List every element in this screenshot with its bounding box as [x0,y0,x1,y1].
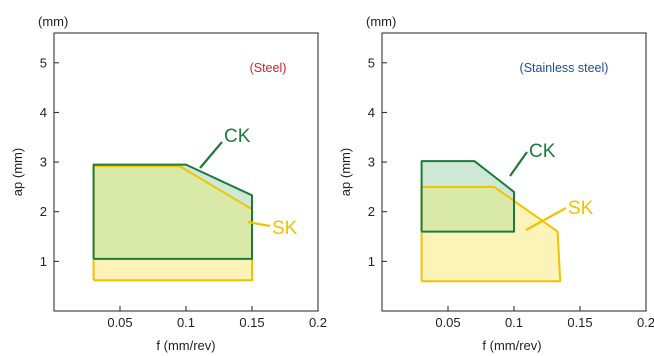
x-tick-label: 0.1 [177,315,195,330]
ck-label: CK [224,126,251,147]
y-tick-label: 2 [40,204,47,219]
y-axis-label: ap (mm) [338,148,353,196]
y-tick-label: 5 [40,55,47,70]
overlap-area [421,186,514,232]
x-tick-label: 0.2 [309,315,327,330]
ck-leader-line [199,141,223,169]
ck-leader-line [509,151,528,177]
y-tick-label: 3 [40,155,47,170]
x-tick-label: 0.1 [505,315,523,330]
y-axis-label: ap (mm) [10,148,25,196]
ck-outline [420,160,515,233]
x-tick-label: 0.15 [239,315,264,330]
ck-label: CK [529,141,556,162]
y-tick-label: 3 [368,155,375,170]
sk-label: SK [568,198,594,219]
x-tick-label: 0.05 [107,315,132,330]
overlap-area [93,166,252,259]
sk-leader-line [247,220,271,228]
y-unit-label: (mm) [366,14,396,29]
sk-label: SK [272,218,298,239]
y-tick-label: 5 [368,55,375,70]
sk-leader-line [525,207,567,231]
ck-outline [92,163,253,260]
y-axis-ticks: 1 2 3 4 5 [368,55,387,269]
x-tick-label: 0.05 [435,315,460,330]
material-note: (Steel) [250,61,287,75]
y-axis-ticks: 1 2 3 4 5 [40,55,59,269]
x-axis-ticks: 0.05 0.1 0.15 0.2 [435,306,654,330]
material-note: (Stainless steel) [520,61,609,75]
y-tick-label: 1 [40,254,47,269]
x-tick-label: 0.15 [567,315,592,330]
y-tick-label: 4 [40,105,47,120]
y-tick-label: 1 [368,254,375,269]
chart-stainless-steel: (mm) CK SK (Stainless steel) 0.05 0.1 0.15… [338,14,654,353]
y-unit-label: (mm) [38,14,68,29]
x-tick-label: 0.2 [637,315,654,330]
x-axis-ticks: 0.05 0.1 0.15 0.2 [107,306,327,330]
chart-steel: (mm) CK SK (Steel) 0.05 0.1 0.15 0.2 12345 … [10,14,327,353]
y-tick-label: 2 [368,204,375,219]
x-axis-label: f (mm/rev) [482,338,541,353]
y-tick-label: 4 [368,105,375,120]
x-axis-label: f (mm/rev) [156,338,215,353]
